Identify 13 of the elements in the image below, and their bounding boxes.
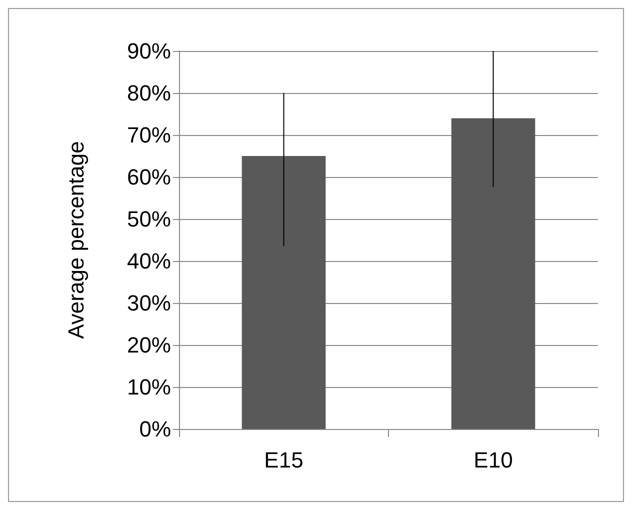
- y-tick-label: 10%: [126, 374, 171, 400]
- y-tick-label: 20%: [126, 332, 171, 358]
- y-tick-label: 50%: [126, 206, 171, 232]
- y-tick-label: 40%: [126, 248, 171, 274]
- y-tick-label: 60%: [126, 164, 171, 190]
- y-axis-title: Average percentage: [64, 141, 88, 339]
- x-tick-label: E10: [474, 448, 513, 472]
- y-tick-label: 90%: [126, 38, 171, 64]
- y-tick-label: 0%: [139, 416, 171, 442]
- x-tick-label: E15: [264, 448, 304, 472]
- y-tick-label: 70%: [126, 122, 171, 148]
- y-tick-label: 30%: [126, 290, 171, 316]
- y-tick-label: 80%: [126, 80, 171, 106]
